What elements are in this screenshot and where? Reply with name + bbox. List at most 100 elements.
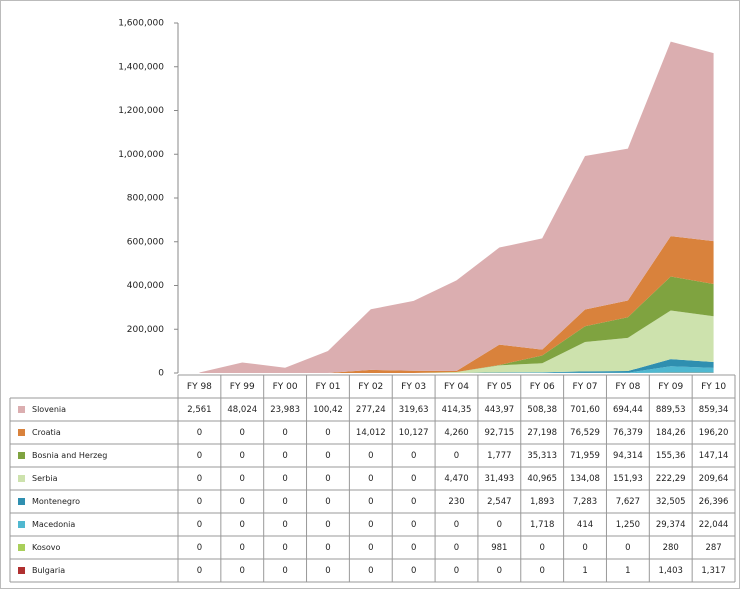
- x-tick-label: FY 07: [573, 382, 598, 392]
- x-tick-label: FY 02: [358, 382, 383, 392]
- table-value: 32,505: [656, 497, 686, 507]
- table-value: 0: [411, 520, 416, 530]
- table-value: 0: [325, 497, 330, 507]
- y-tick-label: 1,400,000: [118, 62, 164, 72]
- table-value: 14,012: [356, 428, 386, 438]
- table-value: 0: [325, 428, 330, 438]
- table-value: 0: [368, 497, 373, 507]
- table-value: 1,718: [530, 520, 554, 530]
- table-value: 0: [368, 474, 373, 484]
- table-value: 0: [454, 543, 459, 553]
- table-value: 0: [368, 543, 373, 553]
- table-value: 222,29: [656, 474, 686, 484]
- table-value: 1,250: [616, 520, 640, 530]
- y-tick-label: 1,000,000: [118, 150, 164, 160]
- table-value: 1: [582, 566, 587, 576]
- table-value: 0: [282, 451, 287, 461]
- y-tick-label: 1,600,000: [118, 19, 164, 29]
- table-value: 0: [240, 520, 245, 530]
- table-value: 4,470: [444, 474, 468, 484]
- y-tick-label: 800,000: [127, 194, 164, 204]
- table-value: 147,14: [699, 451, 729, 461]
- table-value: 0: [411, 497, 416, 507]
- table-value: 0: [454, 566, 459, 576]
- table-value: 0: [368, 520, 373, 530]
- table-value: 0: [411, 566, 416, 576]
- y-tick-label: 1,200,000: [118, 106, 164, 116]
- table-value: 0: [325, 543, 330, 553]
- x-tick-label: FY 00: [273, 382, 298, 392]
- table-value: 0: [197, 428, 202, 438]
- legend-label: Slovenia: [32, 405, 66, 414]
- table-value: 0: [325, 566, 330, 576]
- table-value: 100,42: [313, 405, 343, 415]
- table-value: 0: [197, 520, 202, 530]
- table-value: 7,627: [616, 497, 640, 507]
- table-value: 701,60: [570, 405, 600, 415]
- table-value: 0: [582, 543, 587, 553]
- legend-label: Montenegro: [32, 497, 80, 506]
- table-value: 2,561: [187, 405, 211, 415]
- x-tick-label: FY 09: [658, 382, 683, 392]
- table-value: 0: [325, 474, 330, 484]
- table-value: 94,314: [613, 451, 643, 461]
- y-tick-label: 600,000: [127, 237, 164, 247]
- table-value: 2,547: [487, 497, 511, 507]
- table-value: 76,529: [570, 428, 600, 438]
- table-value: 0: [240, 451, 245, 461]
- table-value: 0: [282, 474, 287, 484]
- table-value: 0: [197, 566, 202, 576]
- table-value: 4,260: [444, 428, 468, 438]
- table-value: 1,317: [701, 566, 725, 576]
- legend-label: Bulgaria: [32, 566, 65, 575]
- table-value: 23,983: [270, 405, 300, 415]
- table-value: 48,024: [227, 405, 257, 415]
- table-value: 0: [454, 520, 459, 530]
- y-tick-label: 0: [158, 369, 164, 379]
- table-value: 0: [625, 543, 630, 553]
- y-tick-label: 400,000: [127, 281, 164, 291]
- table-value: 1,777: [487, 451, 511, 461]
- table-value: 0: [539, 543, 544, 553]
- table-value: 134,08: [570, 474, 600, 484]
- table-value: 0: [411, 451, 416, 461]
- table-value: 0: [282, 497, 287, 507]
- table-value: 0: [282, 543, 287, 553]
- table-value: 0: [197, 451, 202, 461]
- table-value: 0: [325, 520, 330, 530]
- table-value: 10,127: [399, 428, 429, 438]
- table-value: 981: [491, 543, 507, 553]
- x-tick-label: FY 10: [701, 382, 726, 392]
- legend-label: Serbia: [32, 474, 58, 483]
- table-value: 0: [197, 497, 202, 507]
- legend-swatch: [18, 521, 25, 528]
- table-value: 0: [497, 520, 502, 530]
- table-value: 0: [368, 451, 373, 461]
- table-value: 0: [539, 566, 544, 576]
- table-value: 0: [282, 566, 287, 576]
- x-tick-label: FY 99: [230, 382, 255, 392]
- table-value: 29,374: [656, 520, 686, 530]
- table-value: 26,396: [699, 497, 729, 507]
- table-value: 0: [454, 451, 459, 461]
- legend-swatch: [18, 406, 25, 413]
- table-value: 0: [240, 566, 245, 576]
- x-tick-label: FY 01: [315, 382, 340, 392]
- table-value: 0: [411, 543, 416, 553]
- table-value: 508,38: [527, 405, 557, 415]
- table-value: 414,35: [442, 405, 472, 415]
- table-value: 443,97: [484, 405, 514, 415]
- table-value: 889,53: [656, 405, 686, 415]
- table-value: 0: [197, 474, 202, 484]
- x-tick-label: FY 05: [487, 382, 512, 392]
- table-value: 277,24: [356, 405, 386, 415]
- table-value: 414: [577, 520, 593, 530]
- table-value: 92,715: [484, 428, 514, 438]
- table-value: 196,20: [699, 428, 729, 438]
- table-value: 0: [240, 428, 245, 438]
- table-value: 694,44: [613, 405, 643, 415]
- table-value: 76,379: [613, 428, 643, 438]
- x-tick-label: FY 08: [615, 382, 640, 392]
- x-tick-label: FY 06: [530, 382, 555, 392]
